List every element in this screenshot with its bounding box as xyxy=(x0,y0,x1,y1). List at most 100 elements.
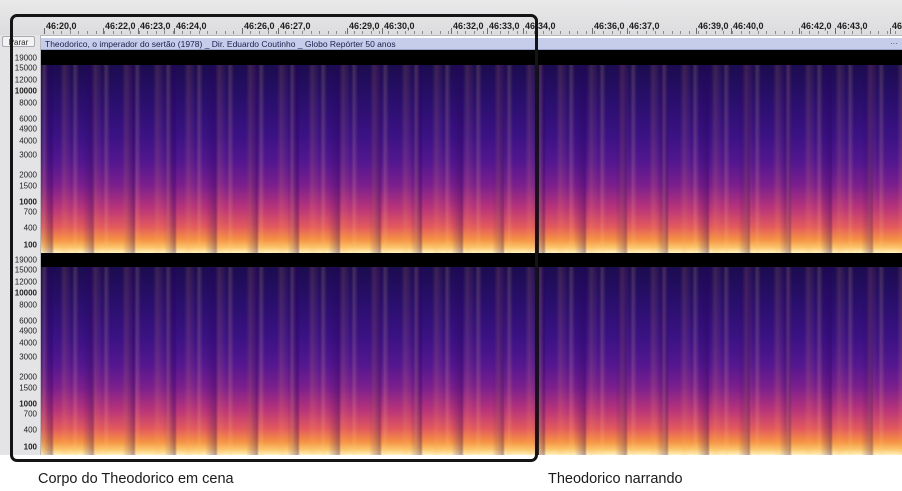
ruler-tick xyxy=(293,31,294,34)
ruler-tick xyxy=(96,31,97,34)
frequency-axis-label: 1000 xyxy=(19,399,37,409)
ruler-major-tick xyxy=(487,28,488,34)
frequency-axis-label: 8000 xyxy=(19,98,37,108)
frequency-axis-label: 6000 xyxy=(19,114,37,124)
ruler-tick xyxy=(216,31,217,34)
ruler-time-label: 46:39,0 xyxy=(698,21,729,31)
ruler-tick xyxy=(250,31,251,34)
ruler-tick xyxy=(895,31,896,34)
ruler-tick xyxy=(457,31,458,34)
ruler-major-tick xyxy=(44,28,45,34)
frequency-axis-label: 400 xyxy=(23,223,37,233)
frequency-axis-label: 4000 xyxy=(19,136,37,146)
ruler-tick xyxy=(612,31,613,34)
stop-button[interactable]: Parar xyxy=(2,36,35,47)
ruler-tick xyxy=(844,31,845,34)
ruler-tick xyxy=(818,31,819,34)
ruler-tick xyxy=(543,31,544,34)
ruler-tick xyxy=(689,31,690,34)
ruler-tick xyxy=(629,31,630,34)
ruler-major-tick xyxy=(799,28,800,34)
ruler-tick xyxy=(586,31,587,34)
ruler-tick xyxy=(371,31,372,34)
ruler-tick xyxy=(345,31,346,34)
ruler-tick xyxy=(491,31,492,34)
ruler-tick xyxy=(508,31,509,34)
ruler-tick xyxy=(655,31,656,34)
ruler-tick xyxy=(319,31,320,34)
ruler-tick xyxy=(680,31,681,34)
frequency-axis-label: 2000 xyxy=(19,372,37,382)
frequency-axis-label: 8000 xyxy=(19,300,37,310)
ruler-time-label: 46:20,0 xyxy=(46,21,77,31)
ruler-tick xyxy=(569,31,570,34)
ruler-tick xyxy=(448,31,449,34)
ruler-major-tick xyxy=(627,28,628,34)
frequency-axis-label: 700 xyxy=(23,409,37,419)
ruler-major-tick xyxy=(347,28,348,34)
ruler-time-label: 46:22,0 xyxy=(105,21,136,31)
ruler-tick xyxy=(199,31,200,34)
ruler-tick xyxy=(706,31,707,34)
ruler-tick xyxy=(139,31,140,34)
frequency-axis-label: 6000 xyxy=(19,316,37,326)
ruler-tick xyxy=(474,31,475,34)
caption-right: Theodorico narrando xyxy=(548,471,683,487)
ruler-tick xyxy=(758,31,759,34)
frequency-axis-label: 2000 xyxy=(19,170,37,180)
frequency-axis-label: 1500 xyxy=(19,181,37,191)
ruler-time-label: 46:24,0 xyxy=(176,21,207,31)
ruler-tick xyxy=(207,31,208,34)
frequency-axis-label: 19000 xyxy=(14,255,37,265)
ruler-time-label: 46:36,0 xyxy=(594,21,625,31)
ruler-tick xyxy=(784,31,785,34)
frequency-axis-label: 4000 xyxy=(19,338,37,348)
selection-divider xyxy=(537,65,539,253)
ruler-tick xyxy=(440,31,441,34)
ruler-major-tick xyxy=(523,28,524,34)
ruler-tick xyxy=(302,31,303,34)
clip-menu-icon[interactable]: ··· xyxy=(890,39,898,48)
ruler-tick xyxy=(620,31,621,34)
ruler-tick xyxy=(53,31,54,34)
frequency-axis-label: 15000 xyxy=(14,63,37,73)
ruler-tick xyxy=(414,31,415,34)
ruler-tick xyxy=(431,31,432,34)
ruler-tick xyxy=(156,31,157,34)
timeline-ruler[interactable]: 46:20,0 46:22,0 46:23,0 46:24,0 46:26,0 46:27… xyxy=(0,0,902,36)
ruler-tick xyxy=(775,31,776,34)
ruler-tick xyxy=(362,31,363,34)
ruler-tick xyxy=(465,31,466,34)
ruler-tick xyxy=(259,31,260,34)
ruler-time-label: 46:32,0 xyxy=(453,21,484,31)
ruler-major-tick xyxy=(278,28,279,34)
ruler-tick xyxy=(405,31,406,34)
ruler-tick xyxy=(78,31,79,34)
frequency-axis-label: 15000 xyxy=(14,265,37,275)
ruler-time-label: 46:26,0 xyxy=(244,21,275,31)
ruler-tick xyxy=(792,31,793,34)
ruler-tick xyxy=(663,31,664,34)
ruler-major-tick xyxy=(835,28,836,34)
ruler-tick xyxy=(121,31,122,34)
ruler-time-label: 46:43,0 xyxy=(837,21,868,31)
ruler-tick xyxy=(397,31,398,34)
frequency-axis-label: 4900 xyxy=(19,124,37,134)
frequency-axis-label: 12000 xyxy=(14,277,37,287)
channel-separator xyxy=(41,253,902,267)
clip-title-bar[interactable]: Theodorico, o imperador do sertão (1978)… xyxy=(41,38,902,50)
clip-title: Theodorico, o imperador do sertão (1978)… xyxy=(45,39,396,49)
ruler-tick xyxy=(500,31,501,34)
ruler-tick xyxy=(594,31,595,34)
spectrogram-channel-2[interactable] xyxy=(41,267,902,455)
ruler-time-label: 46 xyxy=(892,21,902,31)
spectrogram-channel-1[interactable] xyxy=(41,65,902,253)
ruler-tick xyxy=(526,31,527,34)
ruler-major-tick xyxy=(103,28,104,34)
ruler-tick xyxy=(147,31,148,34)
track-control-panel: Parar 19000 15000 12000 10000 8000 6000 4900 40… xyxy=(0,35,41,455)
ruler-tick xyxy=(190,31,191,34)
ruler-tick xyxy=(336,31,337,34)
ruler-tick xyxy=(887,31,888,34)
ruler-tick xyxy=(164,31,165,34)
